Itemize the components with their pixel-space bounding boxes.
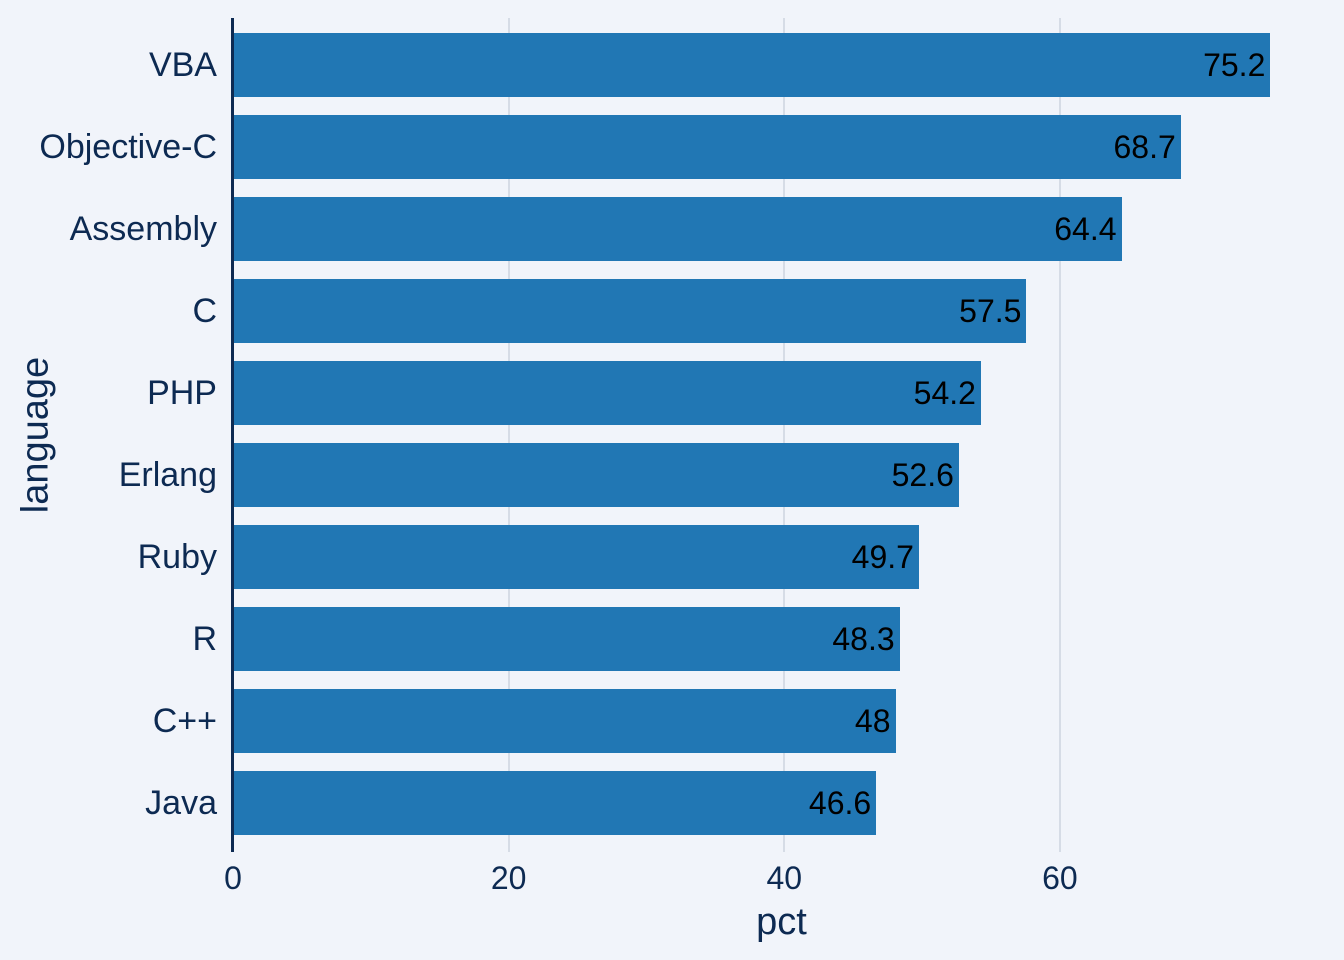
category-label-objective-c: Objective-C xyxy=(39,128,217,166)
bar-vba[interactable]: 75.2 xyxy=(234,33,1271,97)
bar-value-label: 52.6 xyxy=(891,457,954,493)
bar-php[interactable]: 54.2 xyxy=(234,361,981,425)
category-label-c: C xyxy=(192,292,217,330)
category-label-erlang: Erlang xyxy=(118,456,217,494)
gridline-x-40 xyxy=(783,18,786,852)
category-label-assembly: Assembly xyxy=(69,210,217,248)
bar-c-[interactable]: 48 xyxy=(234,689,896,753)
category-label-r: R xyxy=(192,620,217,658)
bar-erlang[interactable]: 52.6 xyxy=(234,443,959,507)
y-axis-line xyxy=(231,18,234,852)
bar-c[interactable]: 57.5 xyxy=(234,279,1027,343)
bar-value-label: 49.7 xyxy=(851,539,914,575)
bar-r[interactable]: 48.3 xyxy=(234,607,900,671)
bar-objective-c[interactable]: 68.7 xyxy=(234,115,1181,179)
bar-value-label: 64.4 xyxy=(1054,211,1117,247)
bar-java[interactable]: 46.6 xyxy=(234,771,877,835)
bar-value-label: 68.7 xyxy=(1113,129,1176,165)
bar-value-label: 48.3 xyxy=(832,621,895,657)
x-tick-label-60: 60 xyxy=(1042,860,1078,896)
category-label-ruby: Ruby xyxy=(137,538,217,576)
bar-value-label: 46.6 xyxy=(808,785,872,821)
bar-ruby[interactable]: 49.7 xyxy=(234,525,919,589)
bar-value-label: 57.5 xyxy=(959,293,1022,329)
x-tick-label-20: 20 xyxy=(490,860,527,896)
bar-value-label: 48 xyxy=(854,703,891,739)
bar-value-label: 54.2 xyxy=(913,375,976,411)
bar-value-label: 75.2 xyxy=(1203,47,1266,83)
category-label-php: PHP xyxy=(147,374,217,412)
x-tick-label-40: 40 xyxy=(766,860,803,896)
gridline-x-60 xyxy=(1058,18,1061,852)
gridline-x-20 xyxy=(507,18,510,852)
category-label-java: Java xyxy=(145,784,217,822)
x-tick-label-0: 0 xyxy=(224,860,242,896)
bar-assembly[interactable]: 64.4 xyxy=(234,197,1122,261)
category-label-vba: VBA xyxy=(148,46,217,84)
category-label-c-: C++ xyxy=(152,702,217,740)
x-axis-title: pct xyxy=(756,901,807,943)
